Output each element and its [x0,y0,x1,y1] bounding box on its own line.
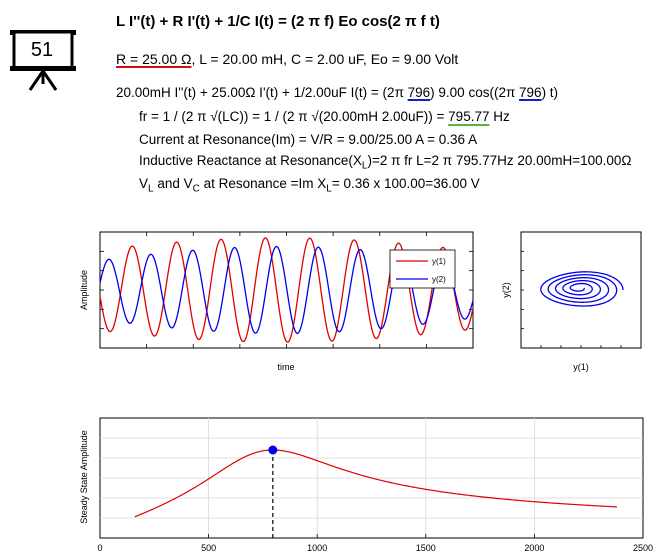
phase-portrait-chart: y(1) y(2) [501,231,642,372]
resonance-ylabel: Steady State Amplitude [79,430,89,524]
phase-spiral-line [540,271,624,307]
eq1-part-a: 20.00mH I''(t) + 25.00Ω I'(t) + 1/2.00uF… [116,85,408,100]
time-series-chart: y(1) y(2) time Amplitude [79,231,474,372]
resonance-x-tick-label: 1000 [307,543,327,553]
legend-box [389,249,456,289]
eq5-part-a: V [139,176,149,191]
eq5-part-b: and V [153,176,193,191]
eq1-frequency-2: 796 [519,85,542,100]
eq5-part-d: = 0.36 x 100.00=36.00 V [331,176,480,191]
eq5-sub-3: L [326,183,332,195]
time-series-ylabel: Amplitude [79,270,89,310]
slide-board-icon [8,26,78,92]
eq1-part-b: ) 9.00 cos((2π [430,85,520,100]
legend-y2-label: y(2) [432,275,446,284]
resistance-value: R = 25.00 Ω [116,51,192,67]
resonance-x-ticks: 0 500 1000 1500 2000 2500 [97,534,653,553]
phase-ylabel: y(2) [501,282,511,298]
resonance-grid [100,418,643,538]
legend-y1-label: y(1) [432,257,446,266]
phase-ticks [521,250,622,348]
differential-equation: 20.00mH I''(t) + 25.00Ω I'(t) + 1/2.00uF… [116,85,558,100]
inductive-reactance: Inductive Reactance at Resonance(XL)=2 π… [139,153,631,172]
current-at-resonance: Current at Resonance(Im) = V/R = 9.00/25… [139,132,478,147]
eq2-unit: Hz [489,109,510,124]
equation-title: L I''(t) + R I'(t) + 1/C I(t) = (2 π f) … [116,13,440,30]
resonance-x-tick-label: 500 [201,543,216,553]
eq1-part-c: ) t) [541,85,559,100]
resonance-chart: 0 500 1000 1500 2000 2500 Steady State Amplit… [79,417,653,553]
eq4-subscript: L [361,160,368,172]
eq4-part-a: Inductive Reactance at Resonance(X [139,153,362,168]
resonance-x-tick-label: 1500 [416,543,436,553]
time-series-legend: y(1) y(2) [389,249,456,289]
series-y1-line [99,237,474,343]
other-parameters: , L = 20.00 mH, C = 2.00 uF, Eo = 9.00 V… [191,51,459,67]
resonance-frequency-value: 795.77 [448,109,490,124]
time-series-ticks [100,232,473,348]
voltage-at-resonance: VL and VC at Resonance =Im XL= 0.36 x 10… [139,176,480,195]
eq5-sub-1: L [148,183,154,195]
eq4-part-b: )=2 π fr L=2 π 795.77Hz 20.00mH=100.00Ω [367,153,632,168]
resonance-x-tick-label: 2000 [524,543,544,553]
eq5-sub-2: C [192,183,200,195]
resonance-curve-line [134,449,617,518]
resonance-point-marker [268,445,278,455]
resonance-x-tick-label: 0 [97,543,102,553]
time-series-xlabel: time [277,362,294,372]
phase-xlabel: y(1) [573,362,589,372]
resonance-frequency-formula: fr = 1 / (2 π √(LC)) = 1 / (2 π √(20.00m… [139,109,510,124]
board-easel-icon [10,30,76,91]
eq1-frequency-1: 796 [407,85,431,100]
circuit-parameters: R = 25.00 Ω, L = 20.00 mH, C = 2.00 uF, … [116,51,458,67]
resonance-x-tick-label: 2500 [633,543,653,553]
eq2-part-a: fr = 1 / (2 π √(LC)) = 1 / (2 π √(20.00m… [139,109,449,124]
eq5-part-c: at Resonance =Im X [199,176,327,191]
slide-number: 51 [30,39,54,61]
